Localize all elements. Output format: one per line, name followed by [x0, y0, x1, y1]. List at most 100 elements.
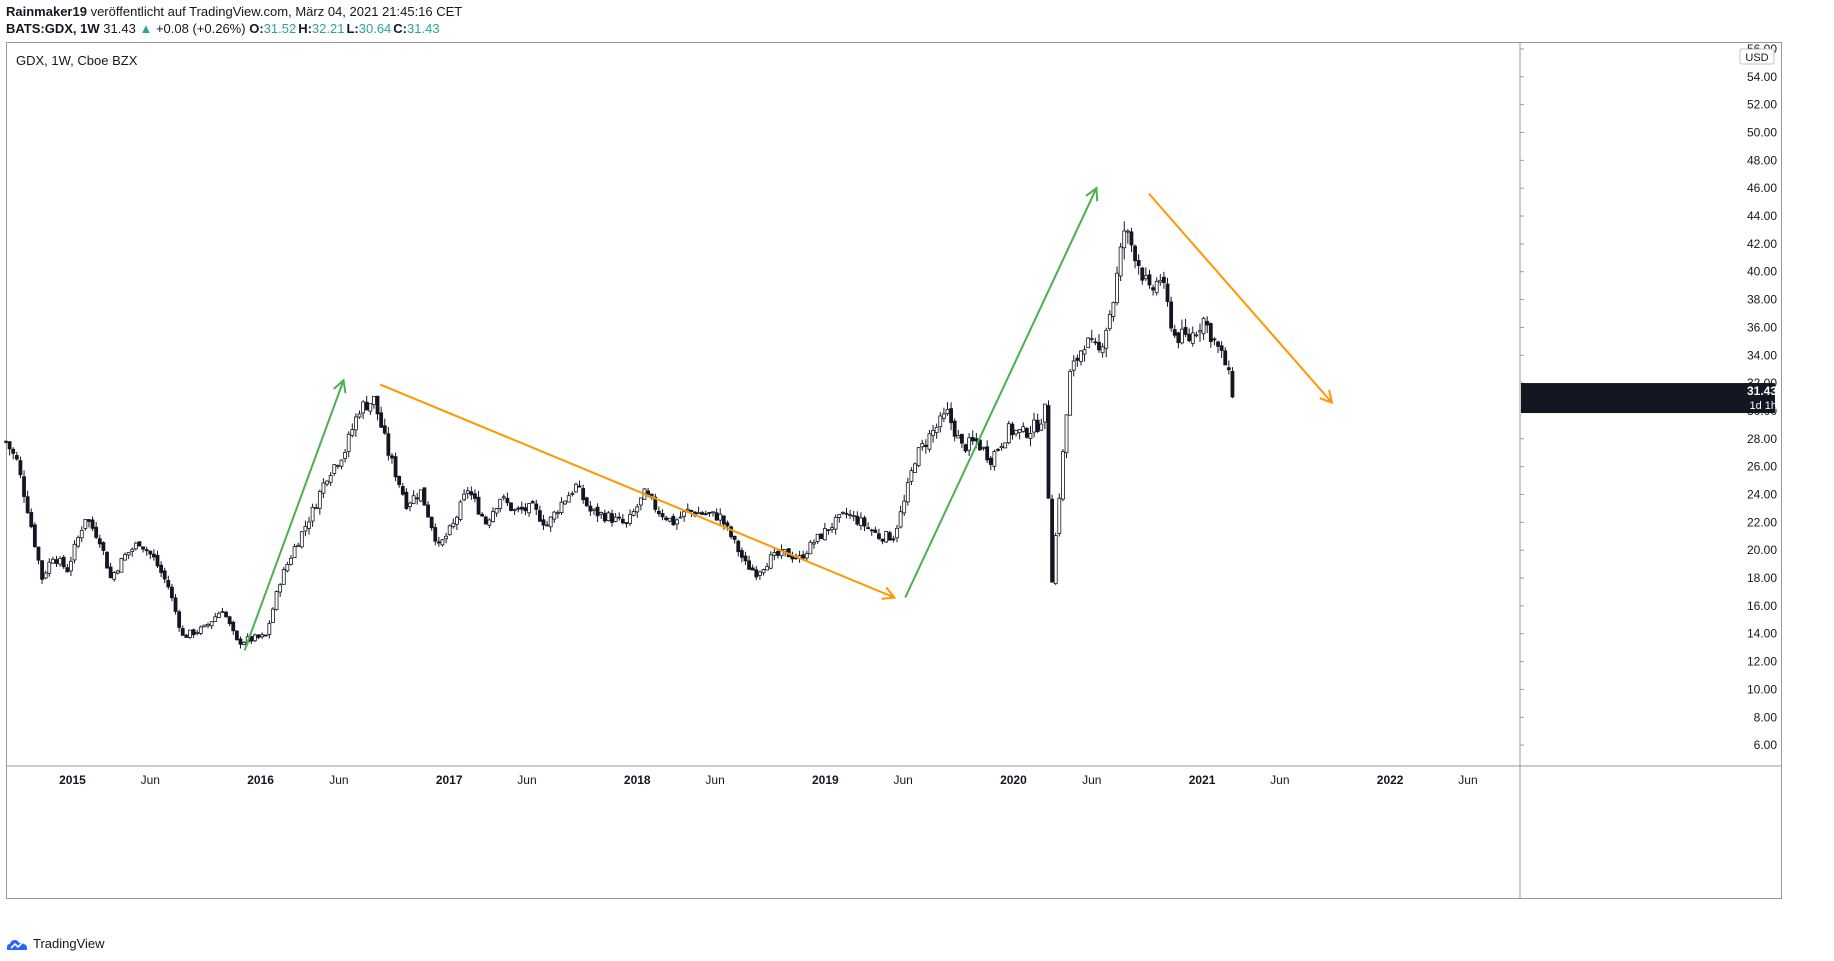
candle-body: [620, 518, 625, 524]
candle-body: [191, 629, 196, 636]
candle-body: [703, 513, 708, 516]
candle-body: [696, 512, 701, 515]
candle-body: [173, 597, 178, 612]
publish-header: Rainmaker19 veröffentlicht auf TradingVi…: [6, 4, 462, 19]
candle-body: [480, 513, 485, 517]
candle-body: [552, 511, 557, 520]
candle-body: [213, 616, 218, 622]
candle-body: [455, 516, 459, 525]
candle-body: [209, 621, 214, 627]
candle-body: [837, 513, 842, 518]
author-name[interactable]: Rainmaker19: [6, 4, 87, 19]
candle-body: [372, 396, 376, 405]
y-tick-label: 22.00: [1747, 515, 1777, 529]
candle-body: [436, 541, 441, 544]
candle-body: [1068, 370, 1073, 416]
candle-body: [1086, 337, 1091, 349]
trend-arrow-head: [1085, 186, 1099, 202]
candle-body: [1104, 329, 1109, 349]
candle-body: [271, 608, 275, 623]
candle-body: [408, 502, 412, 507]
candle-body: [772, 552, 777, 556]
candle-body: [155, 554, 160, 567]
brand-name[interactable]: TradingView: [33, 936, 105, 951]
candle-body: [877, 533, 881, 540]
candle-body: [469, 491, 474, 496]
candle-body: [1226, 367, 1231, 371]
y-tick-label: 48.00: [1747, 153, 1777, 167]
y-tick-label: 18.00: [1747, 571, 1777, 585]
candle-body: [47, 561, 52, 574]
candle-body: [1129, 231, 1134, 246]
candle-body: [260, 634, 265, 638]
candle-body: [1165, 283, 1170, 302]
y-tick-label: 44.00: [1747, 209, 1777, 223]
x-tick-label: Jun: [705, 773, 724, 787]
candle-body: [422, 487, 427, 506]
candle-body: [927, 433, 932, 450]
candle-body: [162, 570, 167, 580]
candle-body: [180, 628, 185, 636]
y-tick-label: 28.00: [1747, 432, 1777, 446]
ohlc-key: L:: [346, 21, 359, 36]
candle-body: [1024, 427, 1029, 438]
axis-dividers: [6, 42, 1782, 899]
time-axis[interactable]: 2015 Jun 2016 Jun 2017 Jun 2018 Jun 2019 Jun 2020 J…: [59, 773, 1478, 787]
candle-body: [184, 634, 189, 638]
candle-body: [317, 491, 322, 509]
candle-body: [501, 496, 506, 499]
candle-body: [729, 526, 733, 538]
trend-arrow-head: [1319, 389, 1334, 405]
candle-body: [1223, 350, 1228, 366]
candle-body: [1075, 357, 1080, 361]
y-tick-label: 54.00: [1747, 70, 1777, 84]
candle-body: [873, 529, 878, 533]
y-tick-label: 34.00: [1747, 348, 1777, 362]
candle-body: [1118, 246, 1123, 277]
candle-body: [512, 509, 517, 512]
candle-body: [963, 444, 968, 452]
candle-body: [310, 506, 315, 522]
candle-body: [289, 557, 293, 565]
candle-body: [1017, 429, 1022, 433]
x-tick-label: Jun: [1270, 773, 1289, 787]
candle-body: [483, 516, 488, 525]
last-price-tag-value: 31.43: [1747, 384, 1777, 398]
last-price-tag-box: [1521, 383, 1775, 414]
candle-body: [739, 550, 744, 558]
x-tick-label: 2017: [436, 773, 463, 787]
candle-body: [1053, 535, 1058, 584]
candle-body: [584, 497, 589, 507]
candle-body: [1032, 419, 1036, 433]
candle-body: [577, 485, 582, 488]
candle-body: [339, 459, 344, 467]
candle-body: [664, 517, 669, 521]
candle-body: [429, 516, 434, 529]
candle-body: [397, 475, 402, 486]
y-tick-label: 24.00: [1747, 488, 1777, 502]
candle-body: [123, 554, 127, 561]
candle-body: [465, 490, 470, 494]
candle-body: [1147, 274, 1152, 286]
candle-body: [256, 634, 261, 638]
y-tick-label: 36.00: [1747, 320, 1777, 334]
candle-body: [754, 569, 759, 578]
y-tick-label: 26.00: [1747, 460, 1777, 474]
trend-arrow-line: [904, 187, 1098, 598]
candle-body: [303, 526, 308, 532]
y-tick-label: 10.00: [1747, 682, 1777, 696]
candle-body: [848, 514, 852, 517]
candle-body: [278, 584, 283, 593]
candle-body: [667, 517, 672, 522]
candle-body: [115, 570, 120, 574]
candle-body: [476, 496, 481, 515]
x-tick-label: Jun: [517, 773, 536, 787]
candle-body: [307, 521, 311, 529]
candle-body: [628, 513, 632, 524]
candle-body: [76, 536, 81, 547]
candle-body: [689, 509, 694, 512]
candle-body: [1039, 423, 1044, 431]
candle-body: [1198, 330, 1202, 333]
candle-body: [364, 401, 369, 411]
